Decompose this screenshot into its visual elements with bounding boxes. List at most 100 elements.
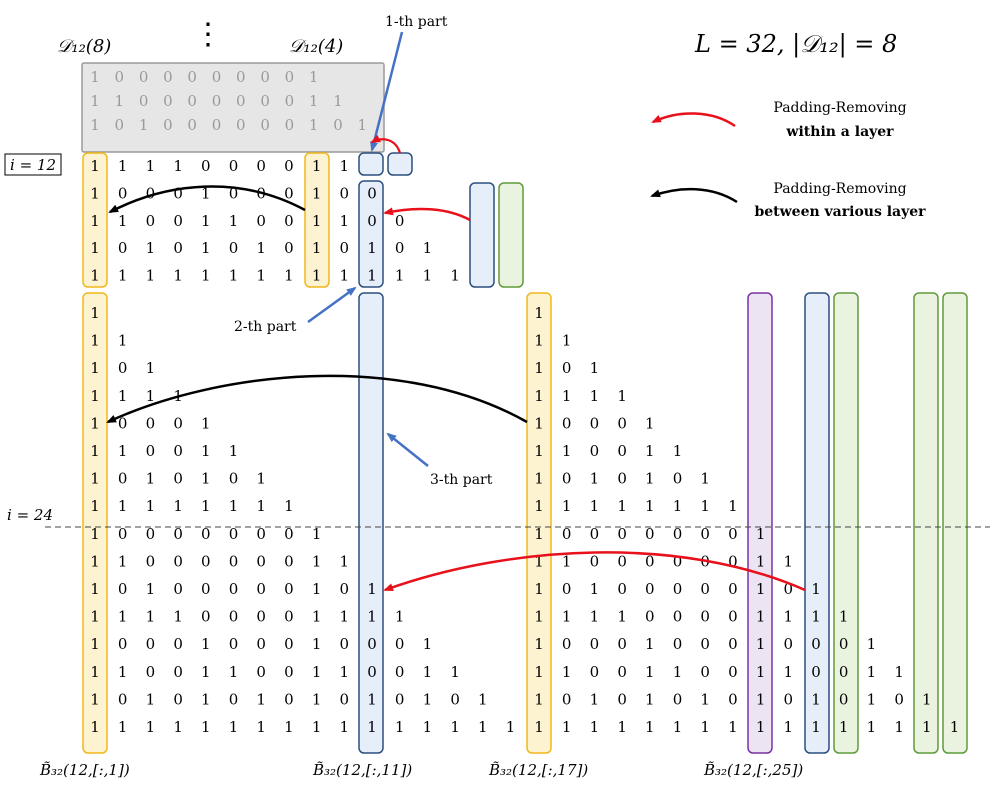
right-matrix-digit: 1 — [590, 359, 600, 377]
right-matrix-digit: 0 — [728, 552, 738, 570]
upper-matrix-digit: 1 — [201, 239, 211, 257]
gray-matrix-digit: 0 — [285, 68, 295, 86]
left-matrix-digit: 1 — [423, 635, 433, 653]
right-matrix-digit: 0 — [562, 359, 572, 377]
left-matrix-digit: 0 — [201, 580, 211, 598]
upper-matrix-digit: 1 — [229, 212, 239, 230]
right-matrix-digit: 1 — [562, 442, 572, 460]
left-matrix-digit: 1 — [90, 663, 100, 681]
left-matrix-digit: 0 — [118, 525, 128, 543]
right-matrix-digit: 1 — [922, 690, 932, 708]
left-matrix-digit: 1 — [312, 635, 322, 653]
gray-matrix-digit: 0 — [187, 92, 197, 110]
upper-matrix-digit: 1 — [312, 267, 322, 285]
right-matrix-digit: 1 — [839, 608, 849, 626]
right-matrix-digit: 1 — [590, 718, 600, 736]
right-matrix-digit: 1 — [562, 332, 572, 350]
right-matrix-digit: 0 — [590, 525, 600, 543]
gray-matrix-digit: 1 — [333, 92, 343, 110]
left-matrix-digit: 0 — [256, 580, 266, 598]
right-matrix-digit: 1 — [922, 718, 932, 736]
right-matrix-digit: 0 — [645, 608, 655, 626]
i12-frame — [4, 153, 62, 176]
left-matrix-digit: 0 — [395, 663, 405, 681]
gray-matrix-digit: 0 — [285, 92, 295, 110]
right-matrix-digit: 0 — [728, 663, 738, 681]
left-matrix-digit: 0 — [256, 552, 266, 570]
gray-matrix-digit: 0 — [212, 92, 222, 110]
right-matrix-digit: 1 — [645, 470, 655, 488]
upper-matrix-digit: 0 — [256, 157, 266, 175]
left-matrix-digit: 1 — [118, 332, 128, 350]
upper-matrix-digit: 0 — [229, 239, 239, 257]
upper-matrix-digit: 1 — [173, 157, 183, 175]
right-matrix-digit: 1 — [867, 718, 877, 736]
upper-matrix-digit: 1 — [201, 267, 211, 285]
left-matrix-digit: 1 — [146, 470, 156, 488]
left-matrix-digit: 0 — [284, 552, 294, 570]
left-matrix-digit: 0 — [173, 690, 183, 708]
left-matrix-digit: 0 — [173, 580, 183, 598]
gray-matrix-digit: 0 — [187, 68, 197, 86]
left-matrix-digit: 0 — [256, 525, 266, 543]
right-matrix-digit: 0 — [562, 635, 572, 653]
left-matrix-digit: 1 — [146, 580, 156, 598]
right-matrix-digit: 0 — [562, 580, 572, 598]
left-matrix-digit: 1 — [367, 580, 377, 598]
left-matrix-digit: 1 — [90, 580, 100, 598]
gray-matrix-digit: 0 — [260, 68, 270, 86]
left-matrix-digit: 1 — [367, 608, 377, 626]
left-matrix-digit: 1 — [229, 718, 239, 736]
upper-matrix-digit: 0 — [284, 239, 294, 257]
right-matrix-digit: 1 — [617, 608, 627, 626]
gray-matrix-digit: 0 — [260, 92, 270, 110]
left-matrix-digit: 0 — [450, 690, 460, 708]
left-matrix-digit: 0 — [340, 580, 350, 598]
gray-matrix-digit: 0 — [163, 68, 173, 86]
right-matrix-digit: 1 — [645, 663, 655, 681]
left-matrix-digit: 1 — [450, 718, 460, 736]
upper-matrix-digit: 0 — [340, 239, 350, 257]
binary-matrices: 1 0 0 0 0 0 0 0 0 11 1 0 0 0 0 0 0 0 1 11 0 1 0 0 0 0 0 0 1 0 11 1 1 1 0 0 0… — [90, 68, 959, 736]
upper-matrix-digit: 0 — [284, 212, 294, 230]
right-matrix-digit: 1 — [534, 635, 544, 653]
right-matrix-digit: 1 — [673, 663, 683, 681]
right-matrix-digit: 1 — [756, 525, 766, 543]
upper-matrix-digit: 0 — [201, 157, 211, 175]
upper-matrix-digit: 0 — [367, 184, 377, 202]
right-matrix-digit: 0 — [590, 442, 600, 460]
left-matrix-digit: 1 — [118, 552, 128, 570]
part3-label: 3-th part — [430, 472, 493, 488]
left-matrix-digit: 1 — [90, 608, 100, 626]
left-matrix-digit: 1 — [367, 690, 377, 708]
upper-matrix-digit: 1 — [256, 267, 266, 285]
right-matrix-digit: 0 — [617, 525, 627, 543]
left-matrix-digit: 0 — [118, 470, 128, 488]
right-matrix-digit: 0 — [784, 690, 794, 708]
left-matrix-digit: 1 — [90, 690, 100, 708]
left-matrix-digit: 1 — [118, 608, 128, 626]
upper-matrix-digit: 1 — [118, 212, 128, 230]
right-matrix-digit: 0 — [617, 580, 627, 598]
left-matrix-digit: 0 — [229, 690, 239, 708]
left-matrix-digit: 1 — [340, 663, 350, 681]
gray-matrix-digit: 0 — [236, 116, 246, 134]
column-label-17: B̃₃₂(12,[:,17]) — [488, 761, 588, 779]
upper-matrix-digit: 0 — [340, 184, 350, 202]
left-matrix-digit: 0 — [146, 635, 156, 653]
green-column-box — [913, 292, 939, 754]
legend-between-line1: Padding-Removing — [773, 181, 906, 197]
gray-matrix-digit: 0 — [236, 92, 246, 110]
right-matrix-digit: 0 — [617, 470, 627, 488]
red-arrow-top-short — [370, 134, 402, 154]
left-matrix-digit: 1 — [173, 608, 183, 626]
right-matrix-digit: 1 — [645, 442, 655, 460]
left-matrix-digit: 1 — [90, 442, 100, 460]
right-matrix-digit: 1 — [562, 663, 572, 681]
left-matrix-digit: 1 — [146, 387, 156, 405]
right-matrix-digit: 1 — [673, 718, 683, 736]
left-matrix-digit: 1 — [201, 690, 211, 708]
left-matrix-digit: 1 — [423, 690, 433, 708]
right-matrix-digit: 0 — [590, 414, 600, 432]
right-matrix-digit: 1 — [839, 718, 849, 736]
